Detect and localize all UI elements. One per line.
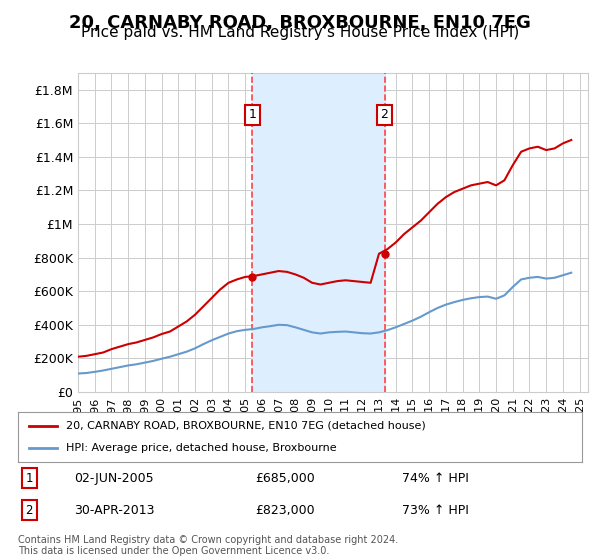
Text: 20, CARNABY ROAD, BROXBOURNE, EN10 7EG (detached house): 20, CARNABY ROAD, BROXBOURNE, EN10 7EG (… — [66, 421, 425, 431]
Text: 20, CARNABY ROAD, BROXBOURNE, EN10 7EG: 20, CARNABY ROAD, BROXBOURNE, EN10 7EG — [69, 14, 531, 32]
Text: 02-JUN-2005: 02-JUN-2005 — [74, 472, 154, 485]
Text: 74% ↑ HPI: 74% ↑ HPI — [401, 472, 469, 485]
Text: 73% ↑ HPI: 73% ↑ HPI — [401, 504, 469, 517]
Text: 2: 2 — [26, 504, 33, 517]
Text: £823,000: £823,000 — [255, 504, 314, 517]
Text: 1: 1 — [248, 108, 256, 122]
Text: 30-APR-2013: 30-APR-2013 — [74, 504, 155, 517]
Text: Price paid vs. HM Land Registry's House Price Index (HPI): Price paid vs. HM Land Registry's House … — [81, 25, 519, 40]
Text: £685,000: £685,000 — [255, 472, 314, 485]
Text: 2: 2 — [380, 108, 388, 122]
Text: HPI: Average price, detached house, Broxbourne: HPI: Average price, detached house, Brox… — [66, 443, 337, 453]
Text: Contains HM Land Registry data © Crown copyright and database right 2024.
This d: Contains HM Land Registry data © Crown c… — [18, 535, 398, 557]
Text: 1: 1 — [26, 472, 33, 485]
Bar — [252, 73, 385, 392]
